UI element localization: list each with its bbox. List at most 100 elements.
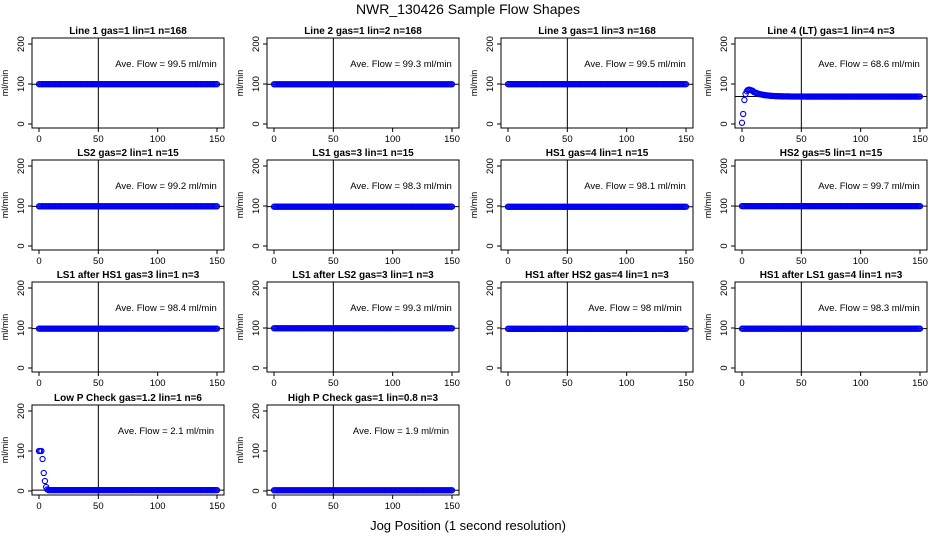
- y-axis-label: ml/min: [469, 70, 479, 97]
- y-tick-label: 100: [719, 76, 730, 92]
- y-tick-label: 0: [16, 121, 27, 126]
- y-tick-label: 200: [719, 280, 730, 296]
- x-tick-label: 0: [271, 378, 276, 389]
- data-point: [916, 325, 924, 332]
- y-axis-label: ml/min: [235, 192, 245, 219]
- y-tick-label: 100: [251, 198, 262, 214]
- x-tick-label: 0: [36, 134, 41, 145]
- x-tick-label: 50: [328, 256, 339, 267]
- x-tick-label: 150: [209, 501, 225, 512]
- y-tick-label: 100: [251, 76, 262, 92]
- plot-frame: [266, 404, 460, 496]
- y-tick-label: 0: [485, 365, 496, 370]
- x-tick-label: 0: [739, 134, 744, 145]
- average-flow-label: Ave. Flow = 68.6 ml/min: [818, 59, 919, 70]
- x-tick-label: 150: [209, 134, 225, 145]
- plot-frame: [31, 159, 225, 251]
- x-tick-label: 50: [796, 378, 807, 389]
- y-tick-label: 0: [719, 365, 730, 370]
- x-tick-label: 50: [93, 378, 104, 389]
- data-point: [741, 96, 748, 104]
- data-point: [738, 119, 746, 126]
- y-tick-label: 100: [16, 76, 27, 92]
- panel-2: Line 2 gas=1 lin=2 n=168 0 50 100 150 0 100 200…: [235, 26, 460, 145]
- average-flow-label: Ave. Flow = 99.7 ml/min: [818, 181, 919, 192]
- panel-title: LS1 after HS1 gas=3 lin=1 n=3: [57, 270, 200, 281]
- data-point: [448, 81, 456, 88]
- x-tick-label: 150: [444, 256, 460, 267]
- x-tick-label: 50: [93, 256, 104, 267]
- panel-3: Line 3 gas=1 lin=3 n=168 0 50 100 150 0 100 200…: [469, 26, 694, 145]
- plot-frame: [31, 404, 225, 496]
- y-tick-label: 200: [16, 158, 27, 174]
- x-tick-label: 50: [328, 378, 339, 389]
- y-axis-label: ml/min: [235, 70, 245, 97]
- x-tick-label: 50: [93, 134, 104, 145]
- data-point: [740, 110, 747, 118]
- x-tick-label: 0: [271, 134, 276, 145]
- y-tick-label: 0: [251, 121, 262, 126]
- average-flow-label: Ave. Flow = 99.3 ml/min: [350, 59, 451, 70]
- average-flow-label: Ave. Flow = 99.5 ml/min: [584, 59, 685, 70]
- x-tick-label: 0: [505, 134, 510, 145]
- y-tick-label: 0: [251, 243, 262, 248]
- y-tick-label: 200: [251, 280, 262, 296]
- data-point: [682, 81, 690, 88]
- plot-frame: [734, 159, 928, 251]
- x-tick-label: 0: [739, 256, 744, 267]
- plot-frame: [500, 37, 694, 129]
- y-tick-label: 100: [485, 320, 496, 336]
- y-tick-label: 200: [485, 280, 496, 296]
- plot-frame: [734, 281, 928, 373]
- y-tick-label: 100: [719, 198, 730, 214]
- x-tick-label: 0: [271, 501, 276, 512]
- average-flow-label: Ave. Flow = 99.5 ml/min: [115, 59, 216, 70]
- plot-frame: [734, 37, 928, 129]
- panel-9: LS1 after HS1 gas=3 lin=1 n=3 0 50 100 150 0 1…: [0, 270, 225, 389]
- x-tick-label: 100: [150, 501, 166, 512]
- average-flow-label: Ave. Flow = 98.3 ml/min: [350, 181, 451, 192]
- y-tick-label: 200: [16, 403, 27, 419]
- y-tick-label: 200: [719, 158, 730, 174]
- panel-12: HS1 after LS1 gas=4 lin=1 n=3 0 50 100 150 0 1…: [703, 270, 928, 389]
- plot-frame: [500, 159, 694, 251]
- x-tick-label: 0: [505, 256, 510, 267]
- y-tick-label: 200: [251, 403, 262, 419]
- x-tick-label: 150: [912, 134, 928, 145]
- x-tick-label: 50: [562, 134, 573, 145]
- x-tick-label: 150: [209, 378, 225, 389]
- panel-title: LS1 after LS2 gas=3 lin=1 n=3: [292, 270, 434, 281]
- y-axis-label: ml/min: [703, 314, 713, 341]
- y-tick-label: 0: [251, 365, 262, 370]
- data-point: [39, 455, 46, 463]
- y-tick-label: 200: [719, 36, 730, 52]
- panel-title: HS2 gas=5 lin=1 n=15: [780, 148, 883, 159]
- plot-frame: [31, 37, 225, 129]
- plot-frame: [500, 281, 694, 373]
- x-tick-label: 50: [328, 501, 339, 512]
- x-tick-label: 150: [444, 501, 460, 512]
- x-tick-label: 150: [444, 378, 460, 389]
- x-tick-label: 150: [678, 378, 694, 389]
- x-tick-label: 150: [444, 134, 460, 145]
- figure-title: NWR_130426 Sample Flow Shapes: [355, 1, 581, 17]
- y-tick-label: 200: [251, 36, 262, 52]
- x-tick-label: 50: [93, 501, 104, 512]
- panel-4: Line 4 (LT) gas=1 lin=4 n=3 0 50 100 150 0 100…: [703, 26, 928, 145]
- y-tick-label: 0: [485, 121, 496, 126]
- x-tick-label: 100: [619, 256, 635, 267]
- panel-title: Line 3 gas=1 lin=3 n=168: [538, 26, 656, 37]
- panel-13: Low P Check gas=1.2 lin=1 n=6 0 50 100 150 0 1…: [0, 393, 225, 512]
- panel-title: HS1 after LS1 gas=4 lin=1 n=3: [760, 270, 903, 281]
- x-tick-label: 0: [36, 256, 41, 267]
- x-tick-label: 150: [912, 378, 928, 389]
- panel-title: Low P Check gas=1.2 lin=1 n=6: [54, 393, 202, 404]
- panel-7: HS1 gas=4 lin=1 n=15 0 50 100 150 0 100 200 ml/m…: [469, 148, 694, 267]
- panel-6: LS1 gas=3 lin=1 n=15 0 50 100 150 0 100 200 ml/m…: [235, 148, 460, 267]
- panel-1: Line 1 gas=1 lin=1 n=168 0 50 100 150 0 100 200…: [0, 26, 225, 145]
- x-tick-label: 0: [271, 256, 276, 267]
- y-tick-label: 100: [485, 198, 496, 214]
- panel-5: LS2 gas=2 lin=1 n=15 0 50 100 150 0 100 200 ml/m…: [0, 148, 225, 267]
- x-tick-label: 100: [853, 256, 869, 267]
- y-axis-label: ml/min: [703, 70, 713, 97]
